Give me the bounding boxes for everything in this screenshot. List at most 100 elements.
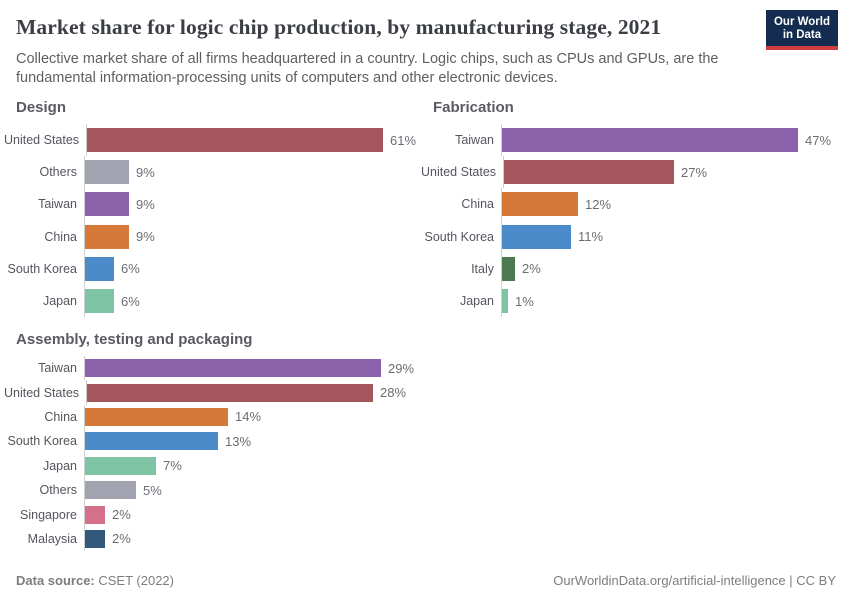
country-label: Taiwan — [38, 361, 77, 376]
country-label: China — [44, 229, 77, 244]
bar-row: United States 28% — [4, 380, 425, 405]
bar-area: 1% — [501, 284, 842, 318]
data-source-value: CSET (2022) — [94, 573, 174, 588]
bar-row: China 12% — [421, 188, 842, 221]
value-label: 6% — [121, 293, 140, 309]
bar[interactable] — [85, 432, 218, 451]
value-label: 47% — [805, 132, 832, 148]
bar-row: United States 61% — [4, 124, 425, 157]
country-label: China — [461, 197, 494, 212]
bar-row: China 9% — [4, 220, 425, 253]
page-subtitle: Collective market share of all firms hea… — [16, 51, 719, 86]
bar-area: 9% — [84, 156, 425, 189]
bar-row: Japan 7% — [4, 453, 425, 478]
chart-title-design: Design — [16, 99, 67, 116]
bar-area: 11% — [501, 220, 842, 253]
country-label: Japan — [42, 458, 77, 473]
value-label: 5% — [143, 482, 162, 498]
country-label: Japan — [459, 294, 494, 309]
country-label: Italy — [471, 261, 494, 276]
value-label: 12% — [585, 196, 612, 212]
country-label: Others — [39, 483, 77, 498]
chart-panel-assembly: Assembly, testing and packaging Taiwan 29… — [4, 331, 425, 552]
bar-row: Singapore 2% — [4, 502, 425, 527]
data-source-label: Data source: — [16, 573, 95, 588]
value-label: 6% — [121, 261, 140, 277]
bar-area: 28% — [86, 380, 425, 405]
bar-area: 2% — [501, 252, 842, 285]
bar[interactable] — [85, 359, 381, 378]
bar-area: 14% — [84, 404, 425, 430]
value-label: 1% — [515, 293, 534, 309]
value-label: 7% — [163, 458, 182, 474]
value-label: 2% — [112, 507, 131, 523]
value-label: 9% — [136, 164, 155, 180]
bar-row: Others 5% — [4, 477, 425, 503]
bar-area: 9% — [84, 188, 425, 221]
bar-row: Taiwan 47% — [421, 124, 842, 157]
bar-rows: Taiwan 47% United States 27% China 12% South K… — [421, 124, 842, 318]
bar-area: 29% — [84, 356, 425, 381]
bar[interactable] — [85, 289, 114, 314]
value-label: 11% — [578, 229, 604, 245]
owid-logo-line2: in Data — [782, 29, 822, 41]
bar[interactable] — [87, 128, 384, 153]
value-label: 9% — [136, 196, 155, 212]
country-label: South Korea — [7, 434, 78, 449]
owid-logo: Our World in Data — [765, 10, 838, 50]
bar[interactable] — [502, 128, 798, 153]
country-label: Others — [39, 165, 77, 180]
chart-title-fabrication: Fabrication — [433, 99, 514, 116]
country-label: United States — [4, 385, 80, 400]
bar-row: South Korea 11% — [421, 220, 842, 253]
value-label: 13% — [225, 433, 252, 449]
chart-footer: Data source: CSET (2022) OurWorldinData.… — [16, 573, 836, 588]
owid-url-license: OurWorldinData.org/artificial-intelligen… — [553, 573, 836, 588]
bar[interactable] — [85, 456, 156, 475]
bar-area: 6% — [84, 252, 425, 285]
bar-row: Taiwan 9% — [4, 188, 425, 221]
bar[interactable] — [85, 407, 228, 426]
bar-row: South Korea 13% — [4, 429, 425, 454]
bar[interactable] — [502, 289, 508, 314]
value-label: 27% — [681, 164, 708, 180]
chart-panel-design: Design United States 61% Others 9% Taiwan 9% C… — [4, 99, 425, 318]
bar[interactable] — [85, 160, 129, 185]
bar-area: 47% — [501, 124, 842, 157]
country-label: United States — [4, 133, 80, 148]
owid-logo-line1: Our World — [773, 16, 830, 28]
bar-area: 12% — [501, 188, 842, 221]
data-source: Data source: CSET (2022) — [16, 573, 174, 588]
chart-panel-fabrication: Fabrication Taiwan 47% United States 27% Chi… — [421, 99, 842, 318]
bar-row: Others 9% — [4, 156, 425, 189]
chart-title-assembly: Assembly, testing and packaging — [16, 331, 253, 348]
bar[interactable] — [502, 192, 578, 217]
bar[interactable] — [504, 160, 675, 185]
bar[interactable] — [85, 224, 129, 249]
country-label: China — [44, 409, 77, 424]
country-label: Malaysia — [27, 531, 77, 546]
bar[interactable] — [87, 383, 374, 402]
bar-row: Japan 6% — [4, 284, 425, 318]
value-label: 61% — [390, 132, 417, 148]
country-label: Taiwan — [455, 133, 494, 148]
bar-row: Japan 1% — [421, 284, 842, 318]
bar-area: 2% — [84, 526, 425, 552]
bar-area: 9% — [84, 220, 425, 253]
country-label: Singapore — [20, 507, 77, 522]
page-title: Market share for logic chip production, … — [16, 15, 662, 39]
bar[interactable] — [502, 256, 515, 281]
bar-row: Malaysia 2% — [4, 526, 425, 552]
bar[interactable] — [85, 192, 129, 217]
value-label: 29% — [388, 360, 415, 376]
bar[interactable] — [85, 256, 114, 281]
bar-row: United States 27% — [421, 156, 842, 189]
bar[interactable] — [85, 505, 105, 524]
bar[interactable] — [502, 224, 571, 249]
country-label: Japan — [42, 294, 77, 309]
bar-row: Taiwan 29% — [4, 356, 425, 381]
bar[interactable] — [85, 481, 136, 500]
bar[interactable] — [85, 529, 105, 548]
bar-area: 7% — [84, 453, 425, 478]
